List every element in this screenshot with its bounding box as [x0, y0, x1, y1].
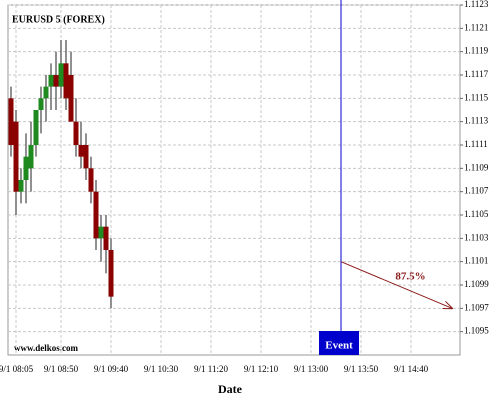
y-tick-label: 1.1105 [464, 209, 489, 219]
candle-body [73, 121, 79, 145]
y-tick-label: 1.1117 [464, 69, 489, 79]
x-tick-label: 9/1 08:05 [0, 364, 34, 374]
x-tick-label: 9/1 13:50 [344, 364, 379, 374]
forecast-arrow [340, 261, 452, 309]
y-tick-label: 1.1107 [464, 186, 489, 196]
y-tick-label: 1.1095 [464, 326, 489, 336]
candle-body [63, 63, 69, 99]
y-tick-label: 1.1121 [464, 22, 488, 32]
candle-body [78, 145, 84, 157]
candle-body [98, 226, 104, 239]
candle-body [93, 191, 99, 239]
candle-body [8, 98, 14, 145]
y-tick-label: 1.1123 [464, 0, 489, 9]
candle-body [28, 145, 34, 169]
candle-body [23, 156, 29, 180]
candle-body [48, 75, 54, 87]
candle-body [83, 145, 89, 169]
x-tick-label: 9/1 13:00 [294, 364, 329, 374]
plot-frame [7, 4, 461, 356]
y-tick-label: 1.1101 [464, 256, 488, 266]
candle-body [38, 98, 44, 110]
x-tick-label: 9/1 09:40 [94, 364, 129, 374]
y-tick-label: 1.1099 [464, 279, 489, 289]
x-tick-label: 9/1 12:10 [244, 364, 279, 374]
candle-body [18, 180, 24, 192]
x-axis-label: Date [218, 382, 243, 396]
candle-body [13, 121, 19, 192]
y-tick-label: 1.1097 [464, 302, 489, 312]
x-tick-label: 9/1 08:50 [44, 364, 79, 374]
event-label: Event [325, 340, 353, 352]
forecast-label: 87.5% [395, 271, 425, 283]
x-tick-label: 9/1 10:30 [144, 364, 179, 374]
candle-body [88, 168, 94, 192]
x-tick-label: 9/1 11:20 [194, 364, 228, 374]
event-box [319, 331, 359, 355]
y-tick-label: 1.1109 [464, 162, 489, 172]
y-tick-label: 1.1113 [464, 116, 489, 126]
y-tick-label: 1.1119 [464, 46, 489, 56]
chart-title: EURUSD 5 (FOREX) [12, 14, 105, 25]
x-tick-label: 9/1 14:40 [394, 364, 429, 374]
watermark: www.delkos.com [14, 343, 79, 353]
candle-body [43, 86, 49, 99]
y-tick-label: 1.1111 [464, 139, 488, 149]
candle-body [108, 250, 114, 297]
y-tick-label: 1.1115 [464, 92, 489, 102]
candle-body [58, 63, 64, 87]
candle-body [103, 226, 109, 250]
candle-body [33, 110, 39, 145]
y-tick-label: 1.1103 [464, 232, 489, 242]
candle-body [68, 75, 74, 122]
candle-body [53, 75, 59, 87]
